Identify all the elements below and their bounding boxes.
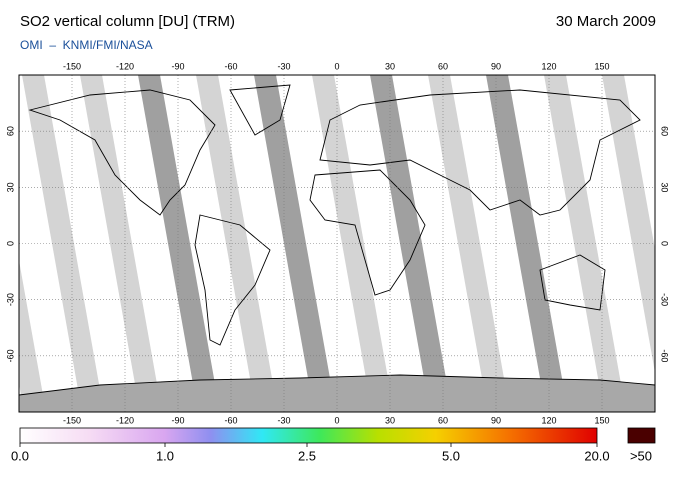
map-ticks: -150 -150 -120 -120 -90 -90 -60 -60 -30 -30 0 0 30 30… (5, 61, 669, 425)
lon-tick-label: 30 (385, 61, 395, 71)
lon-tick-label: 0 (334, 415, 339, 425)
north-america (28, 89, 216, 216)
lat-tick-label: 0 (5, 241, 15, 246)
lon-tick-label: -60 (224, 61, 237, 71)
lat-tick-label: -60 (660, 349, 670, 362)
lon-tick-label: 60 (438, 415, 448, 425)
map (19, 75, 655, 412)
colorbar-ticks: 0.0 1.0 2.5 5.0 20.0 (11, 443, 610, 463)
lon-tick-label: -120 (116, 415, 134, 425)
lon-tick-label: 120 (541, 61, 556, 71)
orbit-gap (370, 75, 452, 412)
orbit-gap (138, 75, 220, 412)
lat-tick-label: -30 (5, 293, 15, 306)
lon-tick-label: 90 (491, 415, 501, 425)
colorbar-tick-label: 5.0 (442, 448, 460, 463)
lat-tick-label: 30 (5, 182, 15, 192)
lon-tick-label: 0 (334, 61, 339, 71)
lon-tick-label: -150 (63, 61, 81, 71)
title: SO2 vertical column [DU] (TRM) (20, 13, 235, 30)
lat-tick-label: -60 (5, 349, 15, 362)
eurasia (319, 89, 641, 216)
south-america (194, 214, 271, 346)
orbit-gap (22, 75, 104, 412)
overflow-label: >50 (630, 448, 652, 463)
coastlines (28, 84, 641, 346)
lon-tick-label: 90 (491, 61, 501, 71)
lon-tick-label: -120 (116, 61, 134, 71)
orbit-gap (196, 75, 278, 412)
lat-tick-label: 30 (660, 182, 670, 192)
orbit-gap (544, 75, 626, 412)
lon-tick-label: 150 (594, 415, 609, 425)
lat-tick-label: 60 (5, 126, 15, 136)
lon-tick-label: 30 (385, 415, 395, 425)
orbit-gap (19, 260, 46, 412)
subtitle: OMI – KNMI/FMI/NASA (20, 38, 153, 52)
colorbar-tick-label: 0.0 (11, 448, 29, 463)
colorbar-tick-label: 2.5 (298, 448, 316, 463)
orbit-gap (602, 75, 655, 373)
lon-tick-label: -30 (277, 415, 290, 425)
lon-tick-label: -90 (171, 415, 184, 425)
colorbar-tick-label: 20.0 (584, 448, 609, 463)
lon-tick-label: -60 (224, 415, 237, 425)
australia (539, 254, 606, 311)
lon-tick-label: -90 (171, 61, 184, 71)
colorbar-tick-label: 1.0 (156, 448, 174, 463)
graticule (19, 75, 655, 412)
lon-tick-label: 150 (594, 61, 609, 71)
lon-tick-label: -150 (63, 415, 81, 425)
lon-tick-label: -30 (277, 61, 290, 71)
map-frame (18, 74, 656, 413)
lat-tick-label: 60 (660, 126, 670, 136)
greenland (229, 84, 291, 136)
africa (309, 169, 426, 296)
colorbar-overflow (627, 427, 656, 444)
orbit-gap (312, 75, 394, 412)
lon-tick-label: 60 (438, 61, 448, 71)
lon-tick-label: 120 (541, 415, 556, 425)
lat-tick-label: 0 (660, 241, 670, 246)
date: 30 March 2009 (556, 13, 656, 30)
colorbar (19, 427, 598, 444)
lat-tick-label: -30 (660, 293, 670, 306)
